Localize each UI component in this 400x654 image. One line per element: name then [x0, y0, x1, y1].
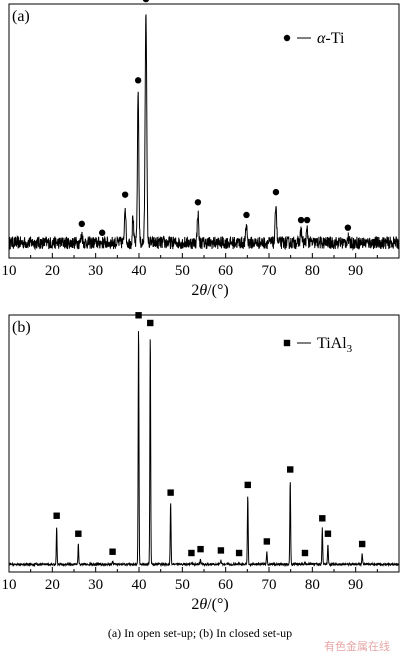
- alpha-ti-marker: [272, 188, 280, 196]
- alpha-ti-marker: [297, 216, 305, 224]
- x-tick-label: 40: [132, 263, 147, 279]
- alpha-ti-marker: [142, 0, 149, 3]
- alpha-ti-marker: [98, 229, 106, 236]
- x-tick-label: 50: [175, 577, 190, 593]
- figure-caption: (a) In open set-up; (b) In closed set-up: [107, 626, 293, 640]
- alpha-ti-marker: [194, 199, 202, 206]
- tial3-marker: [167, 489, 174, 496]
- x-tick-label: 80: [305, 263, 320, 279]
- tial3-marker: [319, 515, 326, 522]
- plot-frame: [8, 314, 400, 573]
- tial3-marker: [135, 312, 142, 319]
- tial3-marker: [244, 481, 251, 489]
- tial3-marker: [324, 530, 332, 537]
- x-tick-label: 30: [88, 577, 103, 593]
- chart-panel-b: 10 20 30 40 50 60 70 80 90 2θ/(°) (b) TiAl3: [2, 312, 400, 613]
- x-tick-label: 70: [262, 577, 277, 593]
- legend-marker-square: [283, 339, 291, 347]
- tial3-marker: [263, 538, 271, 545]
- tial3-marker: [53, 512, 60, 519]
- tial3-marker: [301, 549, 309, 557]
- panel-label: (a): [12, 8, 30, 25]
- alpha-ti-marker: [134, 77, 142, 84]
- x-tick-label: 20: [45, 263, 60, 279]
- x-tick-label: 90: [348, 577, 363, 593]
- x-tick-label: 20: [45, 577, 60, 593]
- alpha-ti-marker: [243, 211, 250, 219]
- x-tick-label: 90: [348, 263, 363, 279]
- panel-label: (b): [12, 319, 31, 336]
- tial3-marker: [75, 530, 82, 537]
- tial3-marker: [358, 540, 366, 548]
- x-tick-label: 10: [2, 263, 17, 279]
- chart-panel-a: 10 20 30 40 50 60 70 80 90 2θ/(°) (a) α-Ti: [2, 0, 400, 299]
- legend-marker-circle: [283, 34, 291, 42]
- alpha-ti-marker: [344, 224, 352, 231]
- x-axis-label: 2θ/(°): [191, 282, 228, 299]
- x-tick-label: 10: [2, 577, 17, 593]
- tial3-marker: [235, 549, 243, 557]
- tial3-marker: [109, 548, 116, 555]
- alpha-ti-marker: [121, 191, 129, 198]
- watermark: 有色金属在线: [324, 640, 390, 653]
- tial3-marker: [197, 545, 204, 553]
- alpha-ti-marker: [78, 220, 86, 228]
- x-tick-label: 80: [305, 577, 320, 593]
- legend-label: TiAl3: [317, 335, 353, 355]
- x-tick-label: 50: [175, 263, 190, 279]
- legend-label: α-Ti: [317, 30, 345, 47]
- diffraction-pattern: [8, 14, 400, 251]
- tial3-marker: [287, 466, 294, 473]
- alpha-ti-marker: [303, 216, 311, 224]
- tial3-marker: [147, 319, 154, 327]
- diffraction-pattern: [8, 331, 400, 568]
- tial3-marker: [188, 549, 195, 557]
- x-tick-label: 30: [88, 263, 103, 279]
- x-tick-label: 70: [262, 263, 277, 279]
- x-tick-label: 60: [218, 577, 233, 593]
- x-tick-label: 40: [132, 577, 147, 593]
- x-tick-label: 60: [218, 263, 233, 279]
- x-axis-label: 2θ/(°): [191, 596, 228, 613]
- tial3-marker: [217, 547, 225, 554]
